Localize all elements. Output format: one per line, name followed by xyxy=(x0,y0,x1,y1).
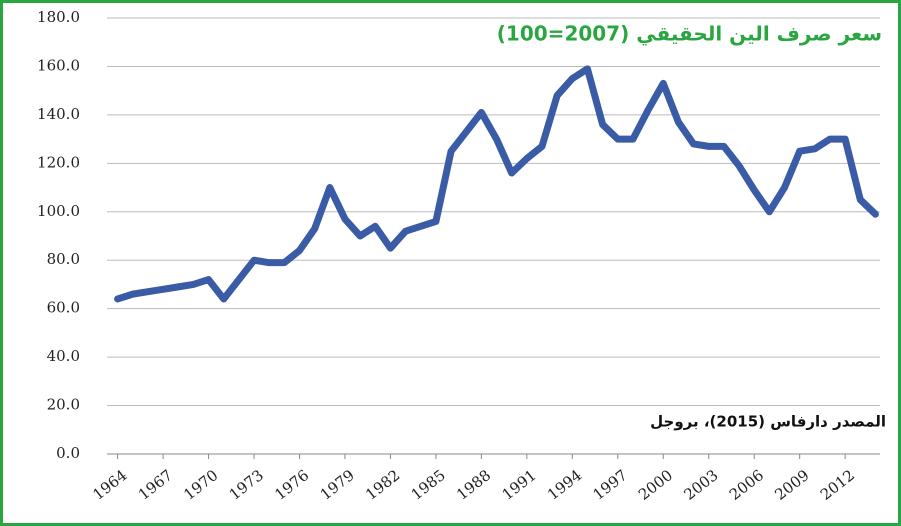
y-tick-label: 100.0 xyxy=(37,202,80,220)
y-tick-label: 180.0 xyxy=(37,8,80,26)
grid xyxy=(107,17,880,455)
y-tick-label: 60.0 xyxy=(47,299,80,317)
y-tick-label: 20.0 xyxy=(47,396,80,414)
y-tick-label: 160.0 xyxy=(37,56,80,74)
chart-title: سعر صرف الين الحقيقي (2007=100) xyxy=(497,22,882,47)
y-tick-label: 80.0 xyxy=(47,250,80,268)
y-tick-label: 120.0 xyxy=(37,153,80,171)
source-note: المصدر دارفاس (2015)، بروجل xyxy=(650,413,886,431)
y-tick-label: 140.0 xyxy=(37,105,80,123)
y-tick-label: 40.0 xyxy=(47,347,80,365)
data-line xyxy=(114,65,879,303)
y-tick-label: 0.0 xyxy=(56,444,80,462)
